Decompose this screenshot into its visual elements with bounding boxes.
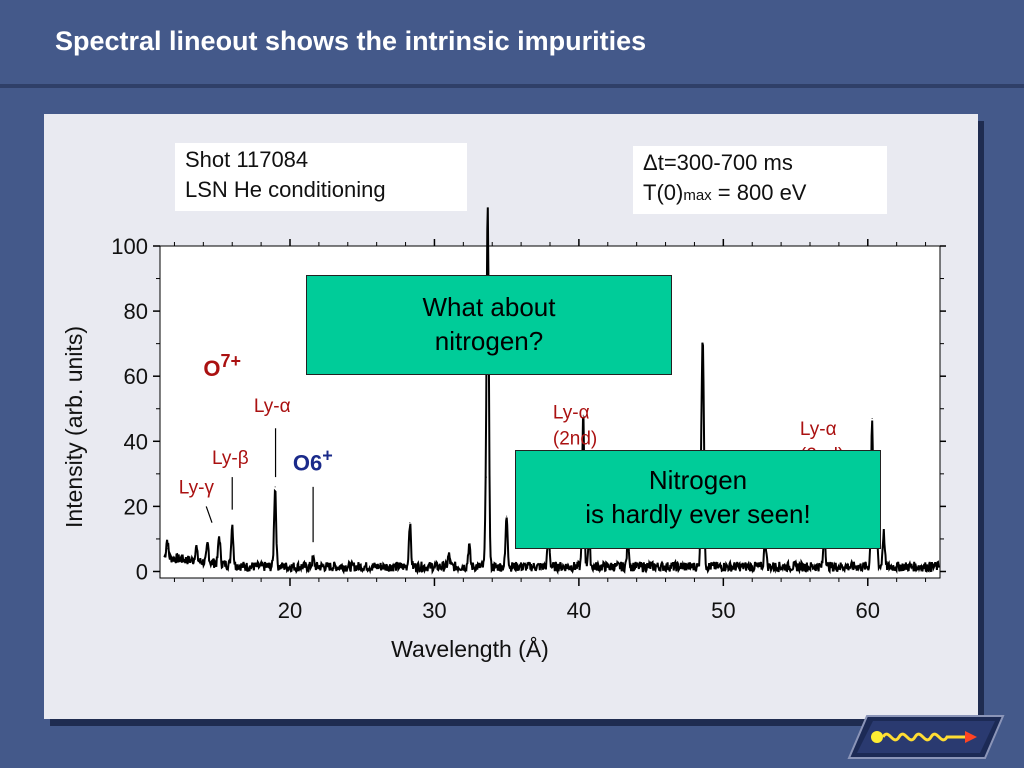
spectral-peak <box>231 525 233 527</box>
spectral-peak <box>409 522 411 524</box>
x-axis-label: Wavelength (Å) <box>391 635 549 662</box>
line-label: Ly-β <box>212 448 249 469</box>
spectral-peak <box>702 388 704 390</box>
timing-info-box: Δt=300-700 ms T(0)max = 800 eV <box>633 146 887 214</box>
title-divider <box>0 84 1024 88</box>
y-tick-label: 60 <box>124 364 148 389</box>
spectral-peak <box>312 557 314 559</box>
spectral-peak <box>195 551 197 553</box>
nitrogen-answer-callout: Nitrogen is hardly ever seen! <box>515 450 881 549</box>
spectral-peak <box>448 554 450 556</box>
shot-info-box: Shot 117084 LSN He conditioning <box>175 143 467 211</box>
y-axis-label: Intensity (arb. units) <box>61 326 87 528</box>
temperature-subscript: max <box>683 187 712 204</box>
line-label: Ly-α <box>800 419 837 440</box>
line-label: (2nd) <box>553 429 597 450</box>
y-tick-label: 20 <box>124 494 148 519</box>
nitrogen-question-callout: What about nitrogen? <box>306 275 672 375</box>
y-tick-label: 0 <box>136 559 148 584</box>
spectral-peak <box>274 486 276 488</box>
x-tick-label: 40 <box>567 598 591 623</box>
x-tick-label: 60 <box>856 598 880 623</box>
spectral-peak <box>207 548 209 550</box>
line-label: Ly-α <box>553 403 590 424</box>
temperature: T(0)max = 800 eV <box>643 178 877 211</box>
spectral-peak <box>582 414 584 416</box>
spectral-peak <box>218 538 220 540</box>
y-tick-label: 100 <box>111 234 148 259</box>
ion-label: O6+ <box>293 446 333 476</box>
y-tick-label: 40 <box>124 429 148 454</box>
shot-condition: LSN He conditioning <box>185 177 386 202</box>
axis-labels: Wavelength (Å) Intensity (arb. units) <box>61 326 549 662</box>
spectral-peak <box>468 544 470 546</box>
line-label: Ly-γ <box>179 477 215 498</box>
spectrum-line <box>163 207 940 576</box>
ion-label-main: O6 <box>293 451 322 476</box>
slide-title: Spectral lineout shows the intrinsic imp… <box>55 26 647 56</box>
series <box>163 207 940 576</box>
spectral-peak <box>883 531 885 533</box>
ion-label-charge: + <box>322 446 333 466</box>
y-tick-label: 80 <box>124 299 148 324</box>
ion-label-charge: 7+ <box>220 351 241 371</box>
callout-line: is hardly ever seen! <box>585 499 811 529</box>
spectral-peak <box>487 245 489 247</box>
ticks: 0 20 40 60 80 100 20 30 40 50 60 <box>111 234 946 623</box>
temperature-label: T(0) <box>643 180 684 205</box>
x-tick-label: 20 <box>278 598 302 623</box>
ion-label-main: O <box>203 356 220 381</box>
time-window: Δt=300-700 ms <box>643 148 877 178</box>
delta-symbol: Δ <box>643 150 658 175</box>
temperature-value: = 800 eV <box>711 180 807 205</box>
logo-icon <box>847 715 1005 759</box>
x-tick-label: 50 <box>711 598 735 623</box>
callout-line: What about <box>422 292 556 322</box>
spectral-peak <box>166 548 168 550</box>
shot-number: Shot 117084 <box>185 147 309 172</box>
spectral-peak <box>506 515 508 517</box>
callout-line: Nitrogen <box>648 465 748 495</box>
line-label: Ly-α <box>254 396 291 417</box>
spectral-peak <box>871 418 873 420</box>
time-window-value: t=300-700 ms <box>657 150 793 175</box>
leader-line <box>205 506 213 523</box>
spectral-peak <box>485 476 487 478</box>
ion-label: O7+ <box>203 351 241 381</box>
x-tick-label: 30 <box>422 598 446 623</box>
callout-line: nitrogen? <box>434 326 544 356</box>
